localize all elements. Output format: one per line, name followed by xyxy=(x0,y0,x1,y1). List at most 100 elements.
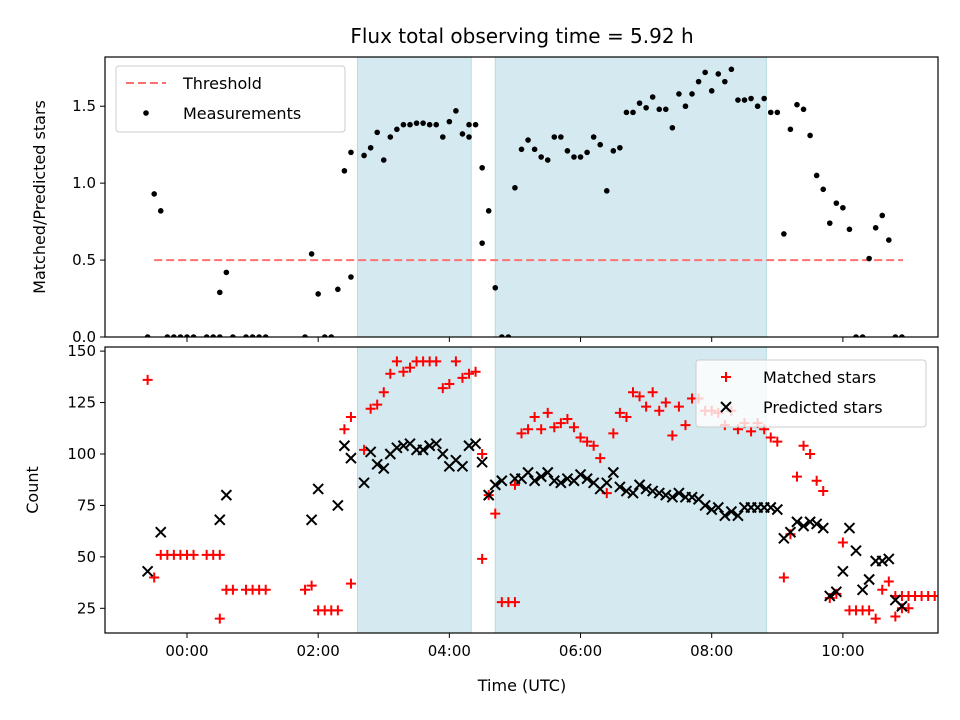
bottom-panel: 25 50 75 100 125 150 00:00 02:00 04:00 06:00 08:00… xyxy=(23,342,960,695)
top-shaded-regions xyxy=(357,56,767,338)
matched-star-point xyxy=(214,613,225,624)
matched-star-point xyxy=(365,403,376,414)
measurement-point xyxy=(662,106,669,113)
matched-star-point xyxy=(332,605,343,616)
predicted-star-point xyxy=(765,501,777,514)
predicted-star-point xyxy=(646,485,659,497)
x-tick-label: 08:00 xyxy=(690,642,733,660)
measurement-point xyxy=(171,334,177,337)
measurement-point xyxy=(846,226,853,233)
bottom-y-axis-label: Count xyxy=(23,466,42,514)
predicted-star-point xyxy=(463,440,475,452)
measurement-point xyxy=(177,334,184,337)
measurement-point xyxy=(157,208,164,214)
matched-star-point xyxy=(509,597,520,608)
predicted-star-point xyxy=(482,489,495,501)
matched-star-point xyxy=(470,366,481,377)
matched-star-point xyxy=(680,420,691,431)
x-axis-label: Time (UTC) xyxy=(477,676,566,695)
matched-star-point xyxy=(943,591,953,601)
measurement-point xyxy=(754,103,761,110)
predicted-star-point xyxy=(810,518,823,530)
y-tick-label: 100 xyxy=(67,445,96,463)
matched-star-point xyxy=(837,537,848,548)
top-legend: Threshold Measurements xyxy=(115,65,346,133)
matched-star-point xyxy=(778,572,789,583)
measurement-point xyxy=(190,334,197,337)
x-tick-label: 00:00 xyxy=(165,642,208,660)
measurement-point xyxy=(446,118,453,125)
predicted-star-point xyxy=(214,514,226,526)
matched-star-point xyxy=(621,411,632,422)
matched-star-point xyxy=(477,448,488,459)
matched-star-point xyxy=(378,387,389,398)
predicted-star-point xyxy=(620,485,633,497)
predicted-star-point xyxy=(220,489,233,501)
matched-star-point xyxy=(431,356,442,367)
matched-star-point xyxy=(673,401,684,412)
y-tick-label: 1.5 xyxy=(72,97,96,115)
legend-label: Threshold xyxy=(182,74,262,93)
matched-star-point xyxy=(490,508,501,519)
measurement-point xyxy=(676,91,682,97)
measurement-point xyxy=(741,97,748,103)
predicted-star-point xyxy=(561,472,574,485)
matched-star-point xyxy=(300,584,311,595)
predicted-star-point xyxy=(469,437,482,450)
predicted-star-point xyxy=(719,510,731,522)
measurement-point xyxy=(216,334,223,337)
predicted-star-point xyxy=(686,491,698,503)
measurement-point xyxy=(243,334,249,337)
measurement-point xyxy=(459,131,466,137)
matched-star-point xyxy=(765,432,776,443)
matched-star-point xyxy=(575,432,586,443)
predicted-star-point xyxy=(850,544,862,557)
measurement-point xyxy=(184,334,190,337)
measurement-point xyxy=(420,120,426,126)
measurement-point xyxy=(499,334,505,337)
measurement-point xyxy=(833,200,840,206)
x-tick-label: 10:00 xyxy=(821,642,864,660)
measurement-point xyxy=(308,251,315,257)
predicted-star-point xyxy=(666,491,679,503)
measurement-point xyxy=(774,109,781,116)
measurement-point xyxy=(886,237,892,243)
predicted-star-point xyxy=(863,573,875,586)
shaded-region xyxy=(494,56,767,338)
predicted-star-point xyxy=(430,437,442,450)
measurement-point xyxy=(820,186,827,193)
matched-star-point xyxy=(628,387,639,398)
matched-star-point xyxy=(339,424,350,435)
measurement-point xyxy=(630,109,636,116)
y-tick-label: 25 xyxy=(77,599,96,617)
measurement-point xyxy=(485,208,492,214)
predicted-star-point xyxy=(345,452,357,464)
matched-star-point xyxy=(450,356,461,367)
measurement-point xyxy=(348,149,354,156)
bottom-axes-frame xyxy=(104,346,939,634)
matched-star-point xyxy=(798,440,809,451)
predicted-star-point xyxy=(699,499,711,512)
predicted-star-point xyxy=(830,586,843,598)
bottom-axis-ticks: 25 50 75 100 125 150 00:00 02:00 04:00 06:00 08:00… xyxy=(67,342,864,660)
measurement-point xyxy=(879,212,886,219)
predicted-star-point xyxy=(378,462,390,475)
measurement-point xyxy=(748,95,754,102)
predicted-star-point xyxy=(437,448,449,460)
matched-star-point xyxy=(805,448,816,459)
measurement-point xyxy=(164,334,171,337)
predicted-star-point xyxy=(883,553,895,565)
matched-star-point xyxy=(956,591,960,601)
measurement-point xyxy=(551,134,558,140)
predicted-star-point xyxy=(791,516,803,528)
bottom-legend: Matched stars Predicted stars xyxy=(695,359,927,428)
matched-star-point xyxy=(746,426,757,437)
predicted-star-point xyxy=(364,446,377,458)
predicted-star-point xyxy=(312,483,324,495)
measurement-point xyxy=(708,88,715,94)
matched-star-point xyxy=(549,422,560,433)
matched-star-point xyxy=(562,414,573,425)
measurement-point xyxy=(380,157,387,163)
predicted-star-point xyxy=(548,475,561,487)
